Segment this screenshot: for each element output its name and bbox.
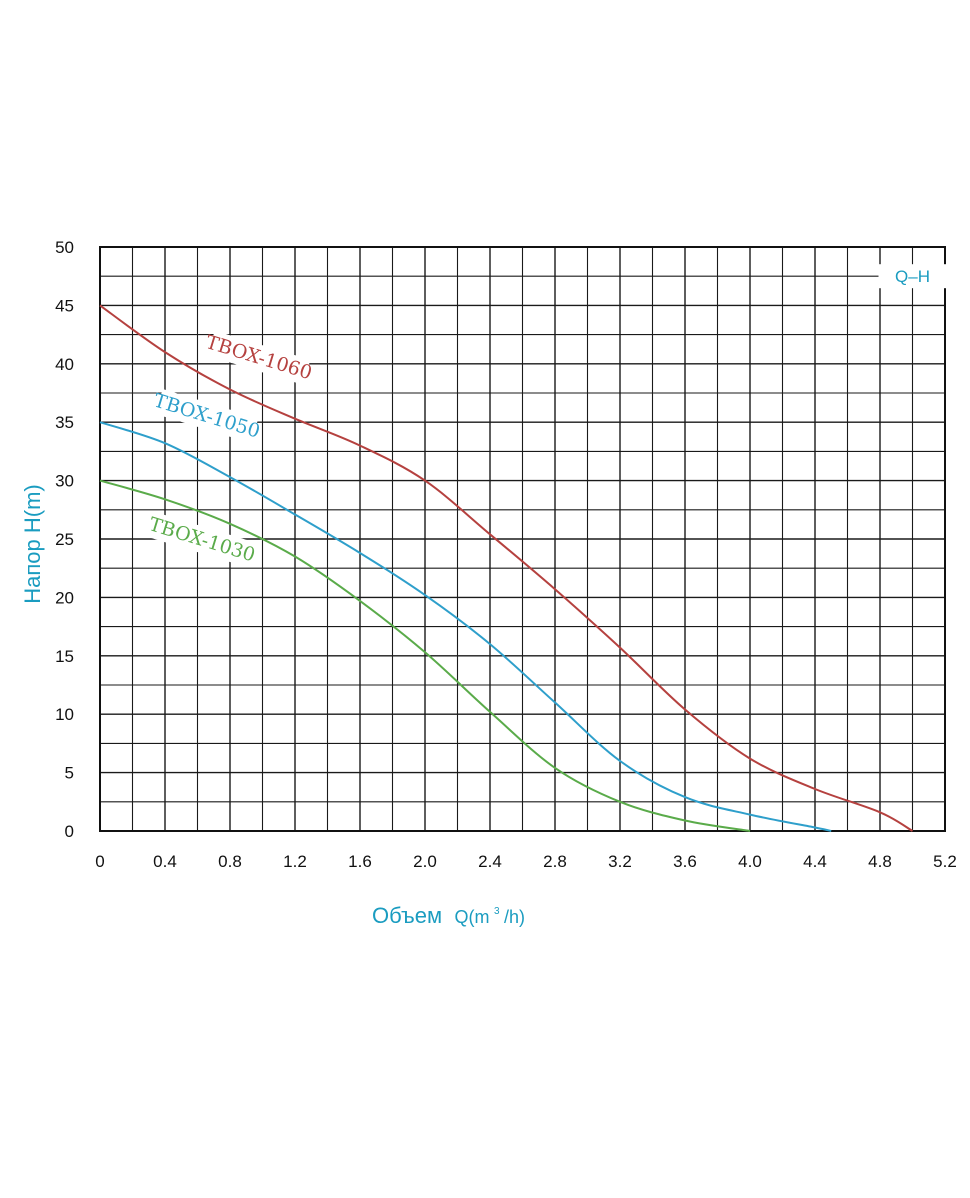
y-tick-label: 5: [65, 764, 74, 783]
series-label-backdrop: [155, 389, 259, 444]
y-tick-label: 20: [55, 588, 74, 607]
x-tick-label: 4.0: [738, 852, 762, 871]
series-label-backdrop: [150, 512, 254, 567]
x-tick-label: 2.0: [413, 852, 437, 871]
x-tick-label: 1.6: [348, 852, 372, 871]
series-label-group: TBOX-1060: [203, 330, 315, 385]
x-tick-label: 0.8: [218, 852, 242, 871]
series-line-tbox-1060: [99, 304, 914, 832]
x-tick-label: 4.4: [803, 852, 827, 871]
x-tick-label: 3.6: [673, 852, 697, 871]
x-tick-label: 3.2: [608, 852, 632, 871]
x-axis-title-tail: /h): [504, 907, 525, 927]
series-label-group: TBOX-1030: [146, 512, 258, 567]
y-axis-ticks: 0 5 10 15 20 25 30 35 40 45 50: [55, 238, 74, 841]
y-tick-label: 25: [55, 530, 74, 549]
y-tick-label: 15: [55, 647, 74, 666]
plot-frame: [99, 246, 946, 832]
series-lines: [99, 304, 914, 832]
legend: Q–H: [878, 264, 947, 289]
legend-label: Q–H: [895, 267, 930, 286]
x-tick-label: 4.8: [868, 852, 892, 871]
legend-box: [878, 264, 947, 289]
series-line-tbox-1030: [99, 479, 751, 832]
x-axis-title: Объем Q(m 3 /h): [372, 901, 525, 928]
y-tick-label: 30: [55, 472, 74, 491]
x-axis-title-word: Объем: [372, 903, 442, 928]
y-tick-label: 40: [55, 355, 74, 374]
y-axis-title: Напор H(m): [20, 484, 45, 604]
x-axis-ticks: 0 0.4 0.8 1.2 1.6 2.0 2.4 2.8 3.2 3.6 4.0 4.4 4.8 5.2: [95, 852, 957, 871]
y-tick-label: 10: [55, 705, 74, 724]
x-tick-label: 5.2: [933, 852, 957, 871]
x-tick-label: 0: [95, 852, 104, 871]
x-axis-title-formula: Q(m: [455, 907, 490, 927]
x-axis-title-sup: 3: [494, 906, 500, 917]
series-line-tbox-1050: [99, 421, 832, 832]
x-tick-label: 2.8: [543, 852, 567, 871]
series-label-group: TBOX-1050: [151, 389, 263, 444]
series-label-backdrop: [207, 330, 311, 385]
y-tick-label: 50: [55, 238, 74, 257]
y-tick-label: 35: [55, 413, 74, 432]
y-tick-label: 0: [65, 822, 74, 841]
x-tick-label: 1.2: [283, 852, 307, 871]
y-tick-label: 45: [55, 296, 74, 315]
x-tick-label: 2.4: [478, 852, 502, 871]
x-tick-label: 0.4: [153, 852, 177, 871]
